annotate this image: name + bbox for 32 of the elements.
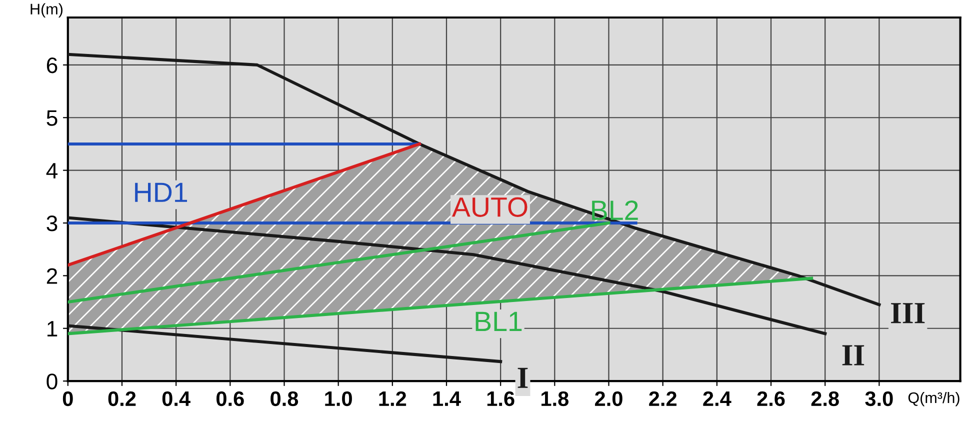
x-tick-label: 1.8 bbox=[541, 391, 569, 406]
x-tick-label: 3.0 bbox=[865, 391, 893, 406]
x-tick-label: 0.2 bbox=[108, 391, 136, 406]
x-tick-label: 2.2 bbox=[649, 391, 676, 406]
y-tick-label: 1 bbox=[48, 321, 58, 336]
series-label: II bbox=[842, 345, 864, 366]
x-tick-label: 1.0 bbox=[325, 391, 352, 406]
x-tick-label: 2.0 bbox=[594, 391, 622, 406]
x-tick-label: 1.2 bbox=[379, 391, 406, 406]
x-tick-label: 2.6 bbox=[757, 391, 785, 406]
y-tick-label: 4 bbox=[46, 163, 58, 178]
y-tick-label: 6 bbox=[46, 57, 58, 74]
x-tick-label: 0.8 bbox=[270, 391, 298, 406]
series-label: I bbox=[518, 368, 528, 388]
x-tick-label: 0.6 bbox=[216, 391, 244, 406]
y-tick-label: 2 bbox=[46, 268, 58, 284]
series-label: BL1 bbox=[476, 312, 522, 332]
y-tick-label: 5 bbox=[46, 110, 58, 126]
x-tick-label: 2.4 bbox=[703, 391, 732, 406]
x-tick-label: 0.4 bbox=[162, 391, 190, 406]
x-tick-label: 2.8 bbox=[811, 391, 839, 406]
series-label: III bbox=[891, 303, 925, 324]
y-tick-label: 0 bbox=[46, 374, 58, 390]
x-tick-label: 1.6 bbox=[487, 391, 514, 406]
text: AUTO bbox=[452, 197, 528, 217]
line-series bbox=[68, 52, 881, 306]
y-axis-title: H(m) bbox=[30, 3, 62, 18]
x-tick-label: 1.4 bbox=[433, 392, 461, 406]
series-label: HD1 bbox=[135, 182, 188, 202]
y-tick-label: 3 bbox=[46, 216, 58, 232]
x-tick-label: 0 bbox=[62, 391, 73, 406]
x-axis-title: Q(m³/h) bbox=[908, 392, 960, 406]
